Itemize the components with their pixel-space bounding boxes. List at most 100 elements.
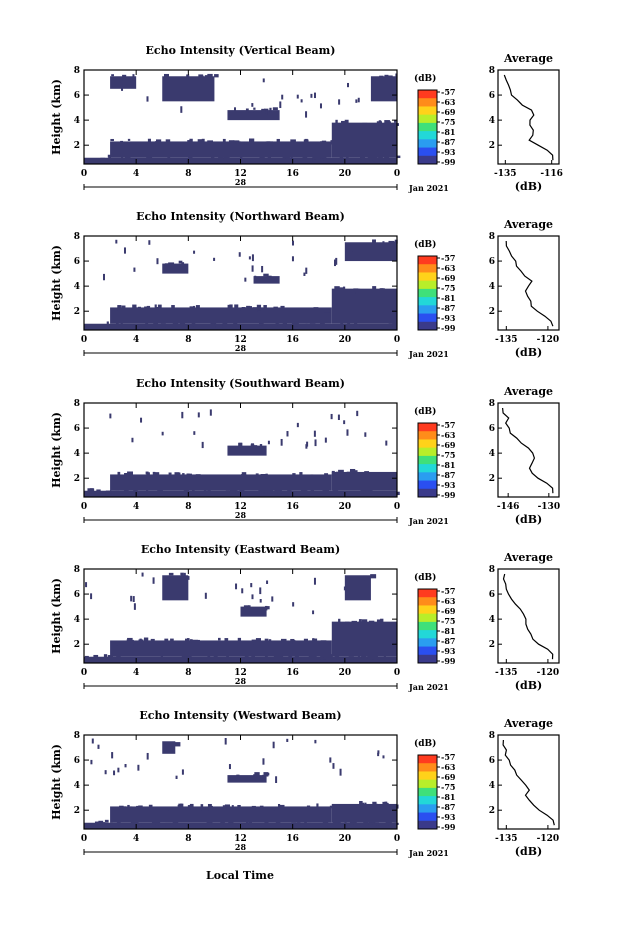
echo-speckle (251, 639, 258, 645)
x-tick-label: 0 (81, 502, 87, 512)
echo-speckle (279, 101, 282, 109)
colorbar: (dB) -57-63-69-75-81-87-93-99 (414, 738, 456, 832)
x-tick-label: 20 (339, 169, 352, 179)
average-title: Average (503, 52, 553, 65)
colorbar-frame (417, 588, 438, 664)
echo-speckle (266, 275, 272, 280)
echo-speckle (90, 324, 96, 330)
echo-speckle (390, 657, 397, 661)
echo-speckle (234, 304, 239, 308)
average-frame (497, 568, 560, 664)
echo-speckle (379, 123, 385, 126)
echo-speckle (344, 821, 347, 826)
date-label: Jan 2021 (408, 848, 449, 858)
echo-region-1 (110, 640, 332, 657)
y-tick-label: 2 (74, 141, 80, 151)
echo-speckle (166, 742, 173, 746)
echo-region-5 (344, 242, 397, 262)
echo-speckle (235, 491, 239, 495)
colorbar-swatch (418, 630, 437, 639)
y-tick-label: 4 (74, 449, 80, 459)
colorbar-swatch (418, 804, 437, 814)
colorbar-swatch (418, 122, 437, 132)
echo-speckle (363, 821, 369, 826)
echo-speckle (137, 823, 144, 826)
colorbar-frame (417, 754, 438, 830)
echo-speckle (187, 140, 192, 144)
echo-speckle (322, 489, 325, 494)
x-tick-label: 16 (286, 169, 299, 179)
echo-speckle (229, 807, 235, 811)
colorbar-label: -75 (441, 450, 455, 460)
echo-speckle (316, 803, 319, 808)
echo-region-3 (227, 110, 280, 121)
average-y-tick-label: 2 (489, 640, 495, 650)
echo-speckle (323, 156, 327, 161)
x-tick-label: 8 (185, 335, 191, 345)
echo-speckle (248, 110, 254, 113)
average-y-tick-label: 6 (489, 424, 495, 434)
echo-speckle (353, 288, 359, 293)
echo-speckle (259, 156, 265, 160)
echo-speckle (391, 242, 397, 247)
echo-speckle (248, 256, 251, 260)
echo-speckle (252, 307, 258, 312)
echo-speckle (224, 638, 229, 642)
echo-speckle (277, 803, 281, 809)
colorbar-swatch (418, 106, 437, 116)
echo-speckle (241, 474, 247, 479)
average-profile-line (505, 240, 554, 327)
echo-speckle (214, 74, 219, 78)
echo-speckle (263, 276, 268, 281)
echo-speckle (278, 656, 284, 661)
echo-speckle (193, 250, 196, 254)
x-tick-label: 0 (394, 668, 400, 678)
echo-region-1 (110, 806, 332, 823)
colorbar-label: -57 (441, 420, 455, 430)
echo-speckle (340, 622, 344, 627)
echo-speckle (392, 322, 397, 327)
echo-speckle (181, 573, 184, 578)
echo-speckle (282, 141, 287, 147)
echo-speckle (87, 324, 93, 329)
echo-speckle (292, 640, 296, 643)
echo-speckle (200, 804, 204, 807)
echo-speckle (251, 103, 254, 107)
echo-speckle (207, 489, 211, 493)
echo-speckle (207, 140, 214, 146)
echo-speckle (222, 323, 228, 328)
x-tick-label: 4 (133, 834, 139, 844)
average-profile-line (502, 739, 555, 826)
echo-speckle (201, 75, 204, 82)
echo-speckle (152, 577, 155, 584)
echo-speckle (277, 323, 280, 327)
colorbar-swatch (418, 439, 437, 449)
y-tick-label: 2 (74, 307, 80, 317)
echo-speckle (314, 439, 317, 447)
colorbar-unit: (dB) (414, 572, 436, 583)
echo-speckle (89, 488, 95, 494)
echo-speckle (197, 412, 200, 418)
x-tick-label: 0 (394, 169, 400, 179)
average-x-label: (dB) (515, 513, 542, 526)
y-tick-label: 6 (74, 590, 80, 600)
colorbar-label: -87 (441, 802, 455, 812)
echo-speckle (358, 619, 362, 623)
echo-speckle (222, 323, 228, 326)
y-tick-label: 6 (74, 257, 80, 267)
echo-speckle (142, 158, 148, 163)
echo-speckle (109, 822, 113, 828)
echo-speckle (382, 801, 388, 807)
echo-speckle (277, 489, 282, 494)
colorbar-swatch (418, 147, 437, 157)
echo-speckle (171, 579, 174, 583)
average-y-tick-label: 8 (489, 232, 495, 242)
echo-speckle (233, 322, 236, 327)
echo-speckle (264, 638, 269, 643)
echo-speckle (184, 265, 187, 273)
echo-speckle (229, 304, 233, 310)
day-label: 28 (235, 842, 247, 852)
echo-speckle (85, 582, 88, 588)
average-x-tick-label: -135 (495, 668, 518, 678)
colorbar: (dB) -57-63-69-75-81-87-93-99 (414, 572, 456, 666)
